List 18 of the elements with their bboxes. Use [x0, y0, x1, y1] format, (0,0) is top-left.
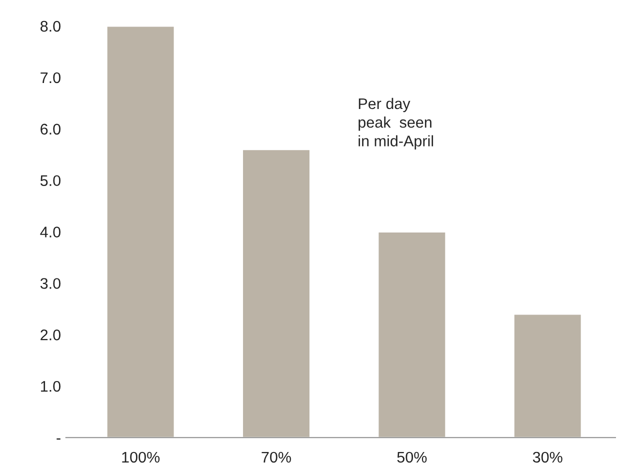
y-tick-label: 5.0 [40, 175, 60, 186]
bar [106, 26, 176, 438]
y-tick-label: 3.0 [40, 278, 60, 289]
y-tick-label: 1.0 [41, 380, 60, 392]
y-tick-label: 8.0 [40, 20, 60, 32]
bar [242, 148, 311, 438]
annotation: Per day peak seen in mid-April [358, 98, 434, 150]
x-tick-label: 30% [532, 452, 562, 463]
x-tick-label: 50% [397, 452, 427, 463]
y-tick-label: 7.0 [40, 72, 60, 84]
y-tick-label: 2.0 [40, 330, 60, 340]
x-tick-label: 100% [122, 452, 160, 463]
y-tick-label: 6.0 [40, 124, 60, 135]
bar [377, 231, 447, 438]
bar [512, 313, 582, 438]
y-tick-label: - [56, 438, 60, 440]
y-tick-label: 4.0 [40, 226, 60, 238]
x-tick-label: 70% [262, 452, 291, 463]
